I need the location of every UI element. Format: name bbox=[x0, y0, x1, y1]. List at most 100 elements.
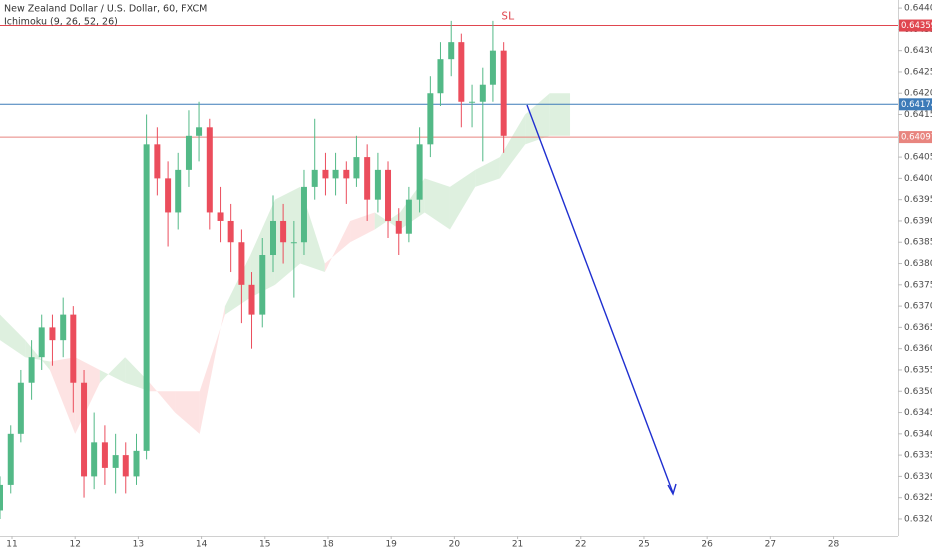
x-tick-label: 11 bbox=[6, 540, 17, 550]
candle-body bbox=[248, 284, 255, 315]
candle-body bbox=[437, 59, 444, 94]
candle-body bbox=[458, 42, 465, 102]
x-tick-label: 13 bbox=[133, 540, 144, 550]
y-tick-label: 0.63850 bbox=[904, 238, 932, 248]
candle-body bbox=[332, 169, 339, 179]
candle-body bbox=[311, 169, 318, 187]
candle-body bbox=[101, 442, 108, 468]
candle-body bbox=[0, 484, 3, 511]
candle-body bbox=[154, 144, 161, 179]
candle-body bbox=[322, 169, 329, 179]
arrow-line bbox=[526, 104, 674, 494]
arrow-head bbox=[667, 483, 677, 496]
x-tick-label: 25 bbox=[638, 540, 649, 550]
price-level-value: 0.64359 bbox=[901, 21, 932, 31]
plot-area bbox=[0, 20, 898, 519]
y-tick-label: 0.63250 bbox=[904, 493, 932, 503]
candle-body bbox=[28, 357, 35, 383]
candle-body bbox=[60, 314, 67, 341]
candle-body bbox=[405, 199, 412, 234]
cloud-segment bbox=[125, 357, 150, 392]
cloud-segment bbox=[499, 114, 526, 179]
indicator-label: Ichimoku (9, 26, 52, 26) bbox=[4, 17, 118, 28]
candle-body bbox=[91, 442, 98, 477]
candle-body bbox=[38, 327, 45, 358]
x-tick-label: 20 bbox=[449, 540, 461, 550]
y-tick-label: 0.64000 bbox=[904, 174, 932, 184]
x-tick-label: 26 bbox=[701, 540, 713, 550]
candle-body bbox=[81, 382, 88, 477]
candle-body bbox=[300, 186, 307, 243]
candle-body bbox=[448, 42, 455, 60]
cloud-segment bbox=[424, 178, 450, 230]
price-level-tag bbox=[899, 98, 932, 111]
candle-body bbox=[290, 242, 297, 244]
candle-body bbox=[479, 84, 486, 102]
y-tick-label: 0.63200 bbox=[904, 514, 932, 524]
cloud-segment bbox=[25, 340, 50, 370]
chart-title: New Zealand Dollar / U.S. Dollar, 60, FX… bbox=[4, 4, 207, 15]
y-tick-label: 0.64050 bbox=[904, 153, 932, 163]
x-tick-label: 15 bbox=[259, 540, 270, 550]
y-tick-label: 0.63950 bbox=[904, 195, 932, 205]
candle-body bbox=[416, 144, 423, 200]
y-tick-label: 0.63550 bbox=[904, 365, 932, 375]
y-tick-label: 0.63700 bbox=[904, 302, 932, 312]
y-tick-label: 0.63500 bbox=[904, 387, 932, 397]
cloud-segment bbox=[449, 169, 476, 230]
y-tick-label: 0.63800 bbox=[904, 259, 932, 269]
y-tick-label: 0.63450 bbox=[904, 408, 932, 418]
cloud-segment bbox=[549, 93, 571, 136]
candle-body bbox=[143, 144, 150, 451]
level-label: SL bbox=[501, 10, 515, 23]
candle-body bbox=[185, 135, 192, 170]
candle-body bbox=[259, 255, 266, 315]
candle-body bbox=[343, 169, 350, 179]
candle-body bbox=[238, 242, 245, 285]
x-tick-label: 21 bbox=[512, 540, 523, 550]
candle-body bbox=[227, 220, 234, 243]
x-tick-label: 19 bbox=[385, 540, 397, 550]
candle-body bbox=[165, 178, 172, 213]
candle-body bbox=[133, 450, 140, 477]
candle-body bbox=[49, 327, 56, 341]
candle-body bbox=[500, 50, 507, 136]
candle-body bbox=[122, 455, 129, 477]
y-tick-label: 0.63600 bbox=[904, 344, 932, 354]
candle-body bbox=[353, 157, 360, 179]
price-level-value: 0.64174 bbox=[901, 100, 932, 110]
x-tick-label: 14 bbox=[196, 540, 208, 550]
cloud-segment bbox=[199, 306, 225, 434]
x-tick-label: 22 bbox=[575, 540, 586, 550]
cloud-segment bbox=[324, 220, 351, 273]
candle-body bbox=[217, 212, 224, 221]
cloud-segment bbox=[475, 157, 500, 187]
candle-body bbox=[7, 433, 14, 485]
candle-body bbox=[17, 382, 24, 434]
candle-body bbox=[196, 127, 203, 136]
cloud-segment bbox=[0, 314, 26, 358]
x-tick-label: 28 bbox=[828, 540, 840, 550]
x-tick-label: 27 bbox=[765, 540, 776, 550]
cloud-segment bbox=[175, 391, 200, 434]
cloud-segment bbox=[350, 212, 375, 243]
y-tick-label: 0.64250 bbox=[904, 67, 932, 77]
candle-body bbox=[112, 455, 119, 468]
y-tick-label: 0.64150 bbox=[904, 110, 932, 120]
y-tick-label: 0.63400 bbox=[904, 429, 932, 439]
candle-body bbox=[385, 169, 392, 221]
candle-body bbox=[175, 169, 182, 213]
y-tick-label: 0.63650 bbox=[904, 323, 932, 333]
price-level-tag bbox=[899, 131, 932, 144]
candle-body bbox=[70, 314, 77, 383]
candle-body bbox=[364, 157, 371, 200]
cloud-segment bbox=[525, 93, 550, 145]
candle-body bbox=[469, 101, 476, 103]
candle-body bbox=[489, 50, 496, 85]
candle-body bbox=[270, 220, 277, 256]
y-tick-label: 0.64200 bbox=[904, 89, 932, 99]
price-level-tag bbox=[899, 19, 932, 32]
